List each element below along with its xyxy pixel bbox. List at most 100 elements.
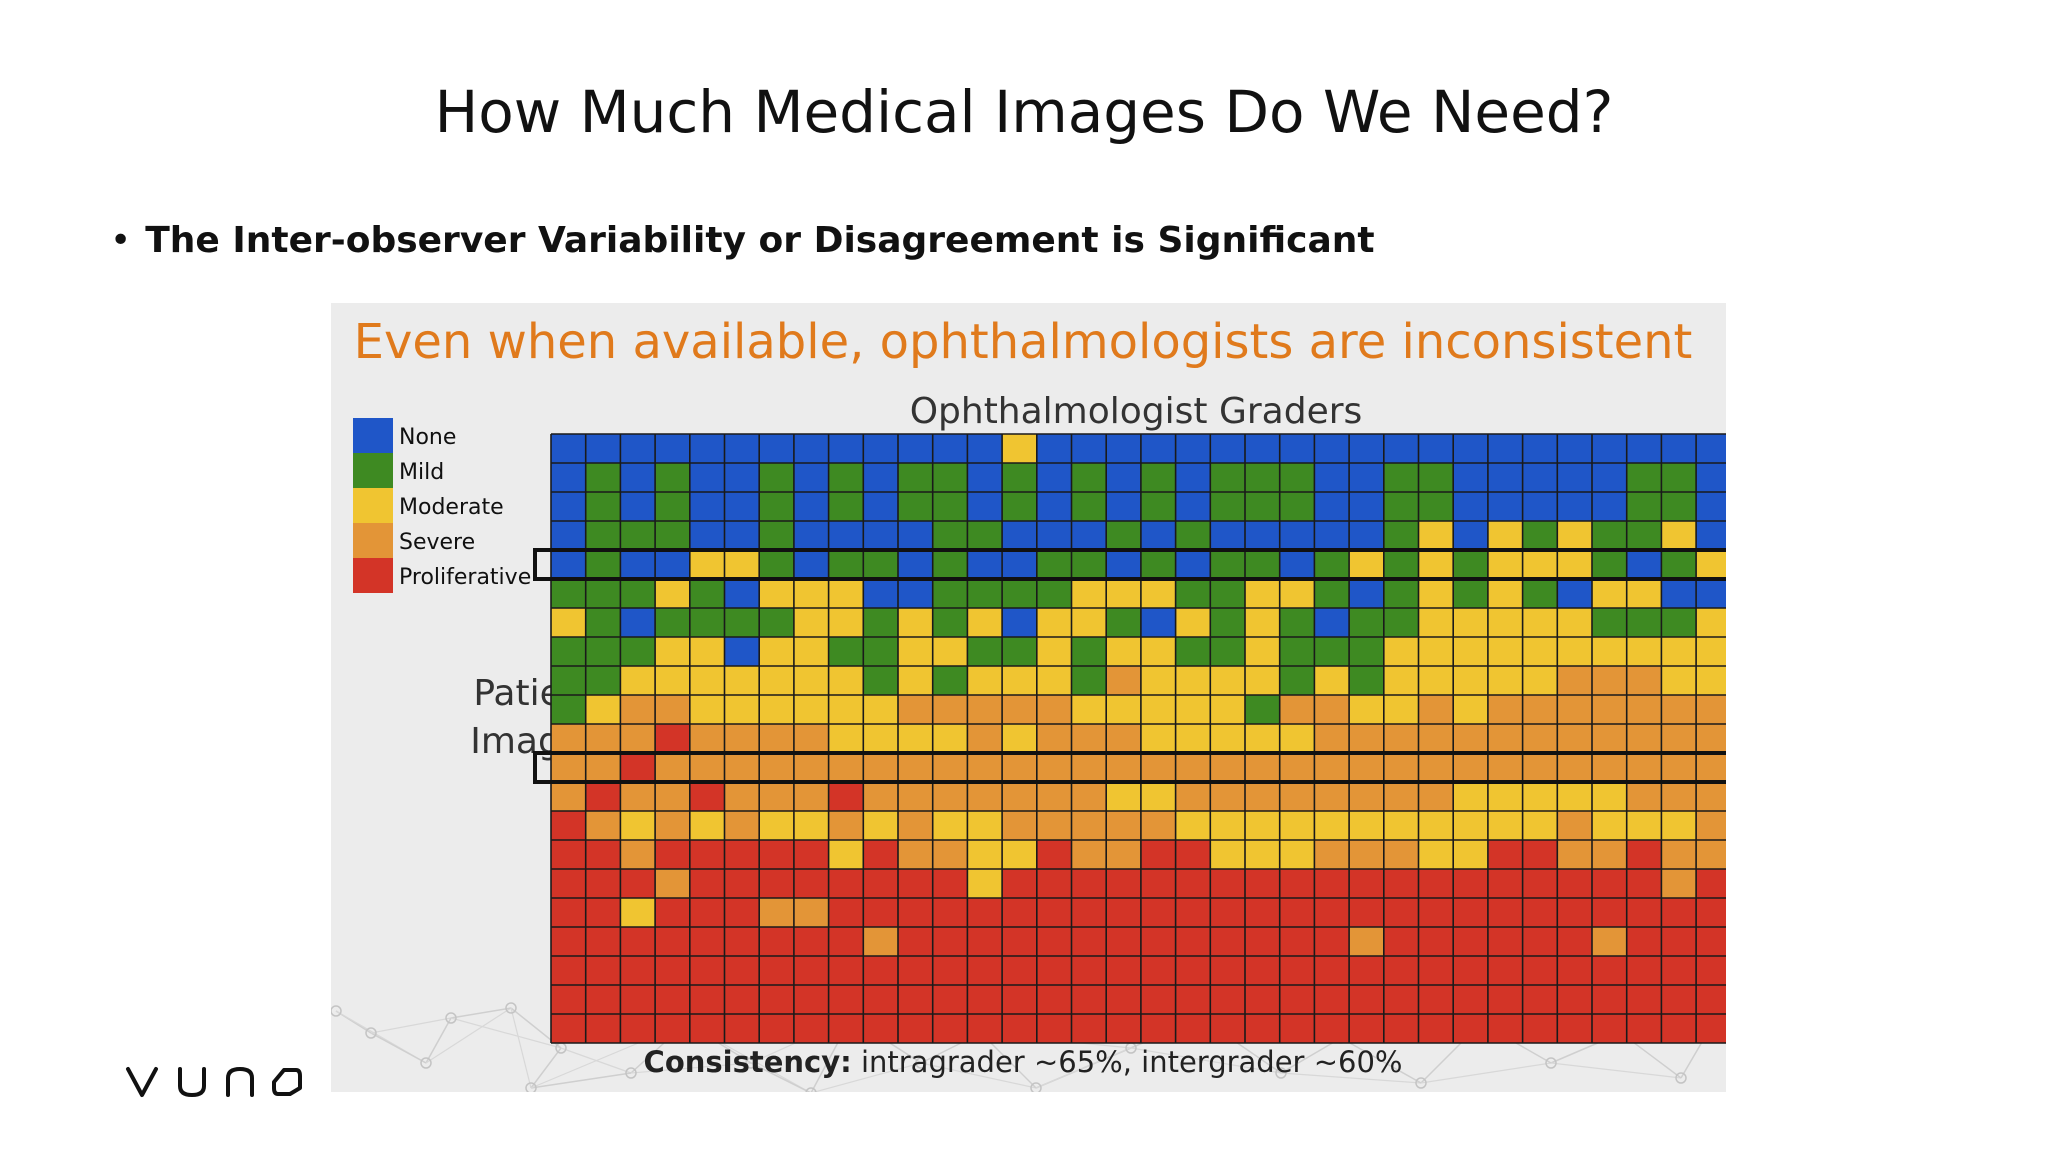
heatmap-cell xyxy=(1314,1014,1350,1044)
heatmap-cell xyxy=(863,637,899,667)
heatmap-cell xyxy=(1487,666,1523,696)
heatmap-cell xyxy=(724,956,760,986)
heatmap-cell xyxy=(1210,550,1246,580)
heatmap-cell xyxy=(1626,550,1662,580)
heatmap-cell xyxy=(1557,869,1593,899)
heatmap-cell xyxy=(551,1014,586,1044)
heatmap-cell xyxy=(620,782,656,812)
heatmap-cell xyxy=(1453,985,1489,1015)
heatmap-cell xyxy=(932,1014,968,1044)
heatmap-cell xyxy=(759,1014,795,1044)
heatmap-cell xyxy=(1314,840,1350,870)
heatmap-cell xyxy=(1036,927,1072,957)
heatmap-cell xyxy=(585,695,621,725)
heatmap-cell xyxy=(793,811,829,841)
heatmap-cell xyxy=(1140,492,1176,522)
heatmap-cell xyxy=(863,579,899,609)
heatmap-cell xyxy=(724,463,760,493)
heatmap-cell xyxy=(1140,724,1176,754)
heatmap-cell xyxy=(1487,927,1523,957)
heatmap-cell xyxy=(1002,463,1038,493)
heatmap-cell xyxy=(1418,521,1454,551)
heatmap-cell xyxy=(828,1014,864,1044)
heatmap-cell xyxy=(1210,985,1246,1015)
heatmap-cell xyxy=(551,695,586,725)
heatmap-cell xyxy=(1349,753,1385,783)
heatmap-cell xyxy=(967,463,1003,493)
heatmap-cell xyxy=(1557,1014,1593,1044)
heatmap-cell xyxy=(1696,811,1726,841)
heatmap-cell xyxy=(759,724,795,754)
heatmap-cell xyxy=(1071,1014,1107,1044)
heatmap-cell xyxy=(1383,550,1419,580)
heatmap-cell xyxy=(1071,550,1107,580)
heatmap-cell xyxy=(1592,521,1627,551)
heatmap-cell xyxy=(1696,492,1726,522)
heatmap-cell xyxy=(1557,463,1593,493)
heatmap-cell xyxy=(1453,637,1489,667)
heatmap-cell xyxy=(1245,637,1280,667)
heatmap-cell xyxy=(1245,782,1280,812)
heatmap-cell xyxy=(828,782,864,812)
heatmap-cell xyxy=(863,869,899,899)
heatmap-cell xyxy=(1349,1014,1385,1044)
heatmap-cell xyxy=(724,985,760,1015)
heatmap-cell xyxy=(1487,637,1523,667)
heatmap-cell xyxy=(1002,869,1038,899)
heatmap-cell xyxy=(1140,927,1176,957)
heatmap-cell xyxy=(1557,811,1593,841)
heatmap-cell xyxy=(1175,782,1211,812)
heatmap-cell xyxy=(793,608,829,638)
heatmap-cell xyxy=(828,985,864,1015)
heatmap-cell xyxy=(1418,608,1454,638)
heatmap-cell xyxy=(1071,666,1107,696)
heatmap-cell xyxy=(1245,753,1280,783)
heatmap-cell xyxy=(620,811,656,841)
grader-heatmap: Even when available, ophthalmologists ar… xyxy=(353,314,1726,1079)
heatmap-cell xyxy=(1418,898,1454,928)
heatmap-cell xyxy=(585,869,621,899)
heatmap-cell xyxy=(1106,550,1142,580)
heatmap-cell xyxy=(967,637,1003,667)
heatmap-cell xyxy=(828,666,864,696)
heatmap-cell xyxy=(1245,898,1280,928)
heatmap-cell xyxy=(724,1014,760,1044)
heatmap-cell xyxy=(1036,898,1072,928)
heatmap-cell xyxy=(1592,956,1627,986)
heatmap-cell xyxy=(1418,695,1454,725)
heatmap-cell xyxy=(1383,869,1419,899)
heatmap-cell xyxy=(1036,579,1072,609)
heatmap-cell xyxy=(1626,956,1662,986)
heatmap-cell xyxy=(898,463,933,493)
heatmap-cell xyxy=(967,927,1003,957)
heatmap-cell xyxy=(1418,753,1454,783)
heatmap-cell xyxy=(724,521,760,551)
heatmap-cell xyxy=(1210,782,1246,812)
heatmap-cell xyxy=(1661,521,1697,551)
heatmap-cell xyxy=(898,637,933,667)
heatmap-cell xyxy=(1418,1014,1454,1044)
heatmap-cell xyxy=(1245,666,1280,696)
heatmap-cell xyxy=(1557,521,1593,551)
heatmap-cell xyxy=(1002,666,1038,696)
heatmap-cell xyxy=(1279,811,1315,841)
heatmap-cell xyxy=(932,666,968,696)
heatmap-cell xyxy=(620,1014,656,1044)
heatmap-cell xyxy=(551,666,586,696)
heatmap-cell xyxy=(1349,724,1385,754)
heatmap-cell xyxy=(1349,521,1385,551)
heatmap-cell xyxy=(1210,869,1246,899)
heatmap-cell xyxy=(1418,579,1454,609)
heatmap-cell xyxy=(1210,724,1246,754)
heatmap-cell xyxy=(1002,1014,1038,1044)
heatmap-cell xyxy=(1314,521,1350,551)
heatmap-cell xyxy=(724,724,760,754)
heatmap-cell xyxy=(1557,753,1593,783)
heatmap-cell xyxy=(1557,434,1593,464)
heatmap-cell xyxy=(1453,869,1489,899)
heatmap-cell xyxy=(1661,550,1697,580)
heatmap-cell xyxy=(932,753,968,783)
heatmap-cell xyxy=(1487,869,1523,899)
heatmap-cell xyxy=(551,724,586,754)
heatmap-cell xyxy=(655,724,691,754)
